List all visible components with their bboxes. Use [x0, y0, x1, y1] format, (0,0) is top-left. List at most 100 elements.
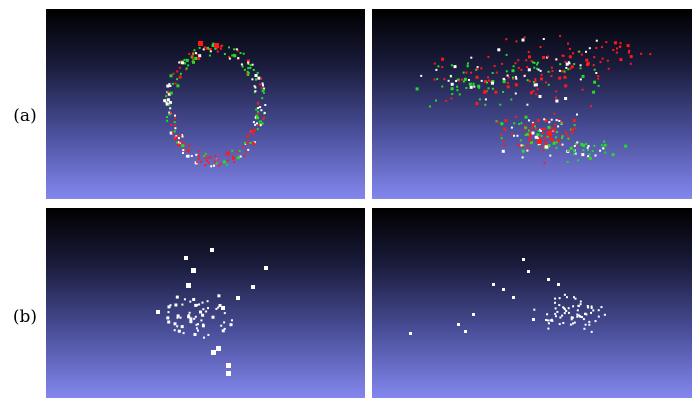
- point: [606, 59, 609, 62]
- point: [557, 125, 560, 128]
- point: [259, 123, 262, 125]
- point: [556, 310, 559, 313]
- point: [476, 66, 479, 69]
- point: [170, 124, 173, 126]
- point: [581, 88, 584, 91]
- point: [197, 155, 200, 157]
- point: [181, 303, 184, 306]
- point: [166, 316, 170, 320]
- point: [588, 47, 591, 50]
- point: [570, 316, 573, 319]
- point: [555, 136, 557, 139]
- point: [607, 67, 610, 70]
- point: [514, 83, 518, 87]
- point: [228, 46, 230, 49]
- point: [213, 164, 215, 167]
- point: [588, 323, 591, 326]
- point: [573, 153, 576, 156]
- point: [514, 92, 517, 95]
- point: [569, 146, 573, 150]
- point: [573, 124, 576, 127]
- point: [565, 133, 568, 136]
- point: [581, 153, 585, 157]
- point: [211, 350, 216, 355]
- point: [165, 102, 169, 106]
- point: [193, 317, 196, 320]
- point: [177, 329, 181, 333]
- point: [435, 68, 438, 71]
- point: [259, 83, 262, 86]
- point: [550, 118, 553, 121]
- point: [207, 307, 209, 310]
- point: [547, 70, 550, 73]
- point: [546, 319, 549, 322]
- point: [165, 95, 168, 98]
- point: [182, 152, 184, 154]
- point: [556, 131, 558, 133]
- point: [561, 143, 564, 146]
- point: [215, 162, 218, 165]
- point: [624, 144, 628, 148]
- point: [528, 132, 531, 135]
- point: [597, 84, 600, 87]
- point: [224, 153, 227, 156]
- point: [590, 305, 593, 308]
- point: [229, 323, 233, 327]
- point: [547, 327, 550, 330]
- point: [256, 122, 258, 125]
- point: [547, 131, 552, 136]
- point: [523, 128, 526, 131]
- point: [582, 318, 585, 321]
- point: [512, 296, 515, 299]
- point: [493, 65, 496, 67]
- point: [593, 68, 596, 71]
- point: [175, 136, 178, 139]
- point: [503, 127, 507, 131]
- point: [217, 294, 221, 298]
- point: [546, 146, 549, 149]
- point: [585, 50, 587, 53]
- point: [551, 70, 554, 73]
- point: [175, 135, 178, 138]
- point: [527, 68, 531, 72]
- point: [174, 127, 177, 130]
- point: [525, 132, 529, 136]
- point: [420, 74, 423, 77]
- point: [567, 135, 570, 138]
- point: [492, 283, 495, 286]
- point: [450, 97, 453, 100]
- point: [184, 62, 187, 65]
- point: [249, 141, 252, 144]
- point: [176, 84, 180, 88]
- point: [487, 76, 490, 79]
- point: [209, 50, 212, 53]
- point: [595, 72, 598, 74]
- panel-a-left: [46, 9, 365, 199]
- point: [236, 296, 240, 300]
- point: [555, 141, 558, 144]
- point: [192, 51, 195, 54]
- point: [174, 138, 177, 141]
- point: [236, 156, 240, 160]
- point: [210, 248, 214, 252]
- point: [484, 98, 487, 101]
- point: [649, 53, 652, 56]
- point: [555, 315, 557, 318]
- point: [204, 152, 207, 155]
- row-label-b: (b): [12, 307, 38, 327]
- point: [586, 146, 589, 149]
- point: [547, 144, 551, 148]
- point: [178, 61, 181, 64]
- point: [555, 99, 559, 103]
- point: [499, 103, 502, 106]
- point: [261, 97, 264, 100]
- point: [587, 149, 589, 152]
- point: [544, 142, 548, 146]
- point: [584, 323, 587, 326]
- point: [528, 138, 532, 142]
- point: [537, 129, 540, 132]
- point: [563, 70, 566, 73]
- point: [196, 161, 199, 164]
- point: [539, 46, 542, 48]
- point: [263, 87, 265, 90]
